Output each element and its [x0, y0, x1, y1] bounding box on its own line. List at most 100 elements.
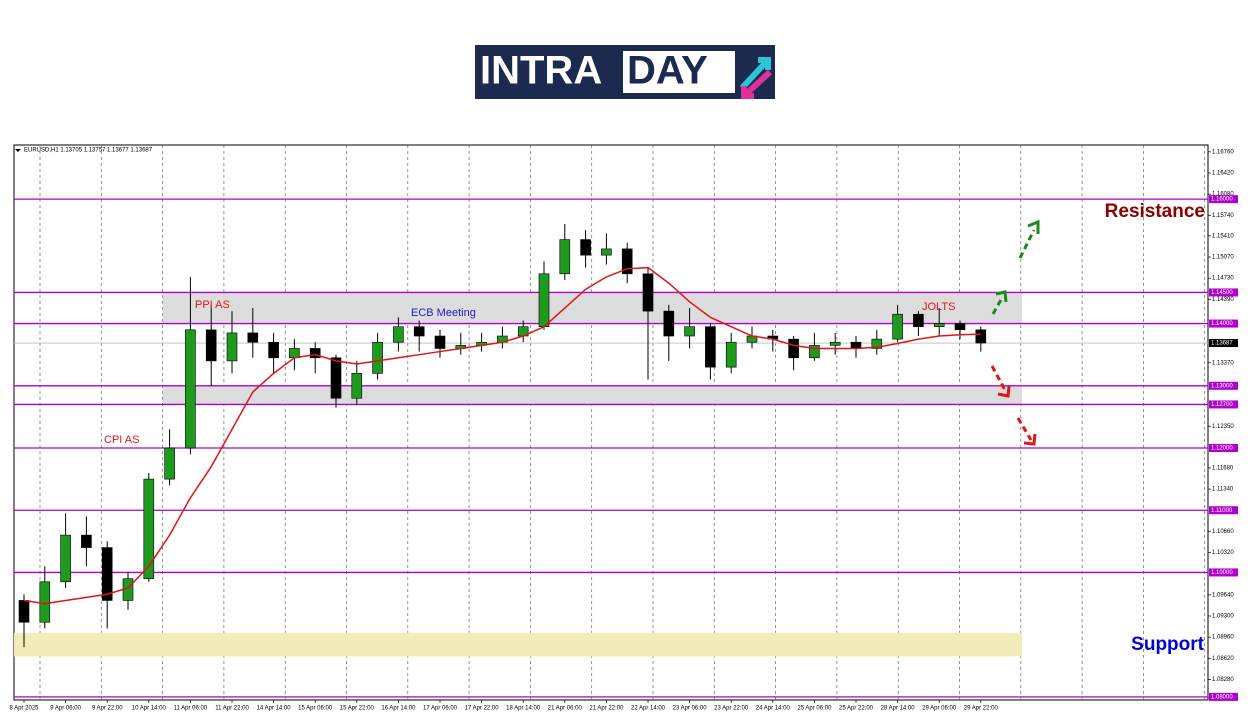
level-label-bg — [1209, 568, 1238, 577]
y-tick-label: 1.10660 — [1212, 529, 1234, 535]
logo-arrow — [739, 57, 771, 91]
x-tick-label: 29 Apr 06:00 — [922, 706, 957, 712]
level-label: 1.12000 — [1211, 446, 1233, 452]
header: EURUSD,H1 1.13705 1.13757 1.13677 1.1368… — [24, 148, 153, 154]
x-tick-label: 8 Apr 2025 — [9, 706, 39, 712]
y-tick-label: 1.15740 — [1212, 213, 1234, 219]
candle-body — [580, 239, 591, 256]
y-tick-label: 1.08960 — [1212, 635, 1234, 641]
x-tick-label: 17 Apr 06:00 — [423, 706, 458, 712]
zone — [163, 292, 1022, 324]
logo-text: INTRA — [480, 49, 602, 93]
level-label-bg — [1209, 195, 1238, 204]
logo-box — [623, 51, 735, 93]
candle-body — [538, 273, 550, 327]
level-label: 1.08000 — [1211, 694, 1233, 700]
x-tick-label: 25 Apr 22:00 — [839, 706, 874, 712]
candle-body — [81, 534, 92, 548]
x-tick-label: 29 Apr 22:00 — [964, 706, 999, 712]
level-label: 1.14000 — [1211, 321, 1233, 327]
arrows — [990, 219, 1040, 446]
logo-text: DAY — [627, 49, 708, 93]
level-label-bg — [1209, 692, 1238, 701]
level-label-bg — [1209, 319, 1238, 328]
candle-body — [892, 313, 903, 340]
candle-body — [205, 329, 217, 362]
x-tick-label: 22 Apr 14:00 — [631, 706, 666, 712]
x-tick-label: 9 Apr 06:00 — [50, 706, 81, 712]
candle-body — [913, 313, 924, 327]
y-tick-label: 1.14390 — [1212, 297, 1234, 303]
level-label: 1.11000 — [1211, 508, 1233, 514]
x-tick-label: 21 Apr 06:00 — [548, 706, 583, 712]
zone — [14, 632, 1022, 657]
support-label: Support — [1131, 634, 1204, 655]
candle-body — [226, 332, 238, 362]
candle-body — [185, 329, 196, 449]
candle-body — [330, 357, 342, 399]
level-label-bg — [1209, 400, 1238, 409]
candle-body — [18, 600, 30, 623]
logo-arrow — [741, 69, 773, 99]
zone — [163, 385, 1022, 405]
y-tick-label: 1.15070 — [1212, 255, 1234, 261]
x-tick-label: 23 Apr 22:00 — [714, 706, 749, 712]
level-label-bg — [1209, 444, 1238, 453]
arrow-head — [995, 290, 1008, 303]
level-label-bg — [1209, 506, 1238, 515]
moving-average — [23, 266, 981, 605]
candle-body — [372, 341, 383, 374]
x-tick-label: 9 Apr 22:00 — [92, 706, 123, 712]
y-tick-label: 1.09300 — [1212, 614, 1234, 620]
y-tick-label: 1.09640 — [1212, 592, 1234, 598]
last-price-bg — [1209, 339, 1238, 348]
level-label-bg — [1209, 381, 1238, 390]
candle-body — [829, 341, 841, 346]
x-tick-label: 15 Apr 22:00 — [340, 706, 375, 712]
level-label: 1.14500 — [1211, 290, 1233, 296]
arrow — [991, 297, 1004, 315]
y-tick-label: 1.08620 — [1212, 656, 1234, 662]
candle-body — [809, 345, 820, 359]
x-tick-label: 11 Apr 22:00 — [215, 706, 249, 712]
candle-body — [559, 239, 571, 275]
y-tick-label: 1.16420 — [1212, 171, 1234, 177]
plot: 1.16760 1.16420 1.16080 1.15740 1.15410 1.150… — [9, 149, 1238, 712]
candle-body — [434, 335, 446, 349]
y-tick-label: 1.10320 — [1212, 550, 1234, 556]
x-tick-label: 10 Apr 14:00 — [132, 706, 167, 712]
x-tick-label: 16 Apr 14:00 — [381, 706, 416, 712]
resistance-label: Resistance — [1105, 201, 1205, 222]
candle-body — [60, 534, 71, 583]
level-label: 1.13000 — [1211, 383, 1233, 389]
annotation: CPI AS — [104, 434, 139, 446]
arrow-head — [997, 385, 1011, 398]
level-label: 1.16000 — [1211, 197, 1233, 203]
candle-body — [725, 341, 737, 368]
level-label-bg — [1209, 288, 1238, 297]
candle-body — [954, 323, 966, 331]
candle-body — [101, 547, 113, 601]
x-tick-label: 11 Apr 06:00 — [174, 706, 208, 712]
plot-frame — [13, 144, 1209, 701]
candle-body — [705, 326, 716, 368]
y-tick-label: 1.14730 — [1212, 276, 1234, 282]
candle-body — [39, 581, 51, 623]
arrow — [1018, 229, 1036, 259]
y-tick-label: 1.13370 — [1212, 360, 1234, 366]
annotation: ECB Meeting — [411, 307, 476, 319]
annotation: PPI AS — [195, 299, 230, 311]
candle-body — [289, 348, 300, 359]
arrow-head — [1023, 433, 1037, 446]
y-tick-label: 1.12350 — [1212, 424, 1234, 430]
x-tick-label: 15 Apr 06:00 — [298, 706, 333, 712]
candle-body — [871, 338, 883, 349]
annotation: JOLTS — [922, 301, 955, 313]
arrow — [990, 365, 1007, 391]
x-tick-label: 14 Apr 14:00 — [257, 706, 292, 712]
y-tick-label: 1.15410 — [1212, 233, 1234, 239]
level-label: 1.12700 — [1211, 402, 1233, 408]
y-tick-label: 1.08280 — [1212, 677, 1234, 683]
candle-body — [684, 326, 695, 337]
candle-body — [143, 478, 155, 579]
